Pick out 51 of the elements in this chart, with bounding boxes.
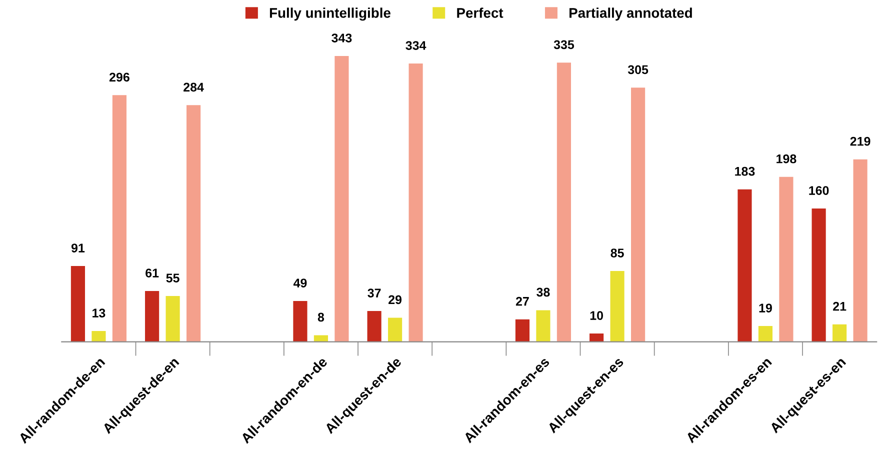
bar [610,271,624,342]
data-label: 160 [809,186,829,195]
bar [388,318,402,342]
legend-label: Perfect [457,8,504,18]
data-label: 29 [388,295,402,304]
data-label: 335 [554,40,574,50]
bar [145,291,160,342]
bar [166,296,180,342]
data-label: 305 [628,65,648,74]
data-label: 38 [536,288,550,297]
bar [112,95,126,342]
data-label: 284 [184,82,204,92]
bar [812,208,826,342]
data-label: 61 [146,268,159,278]
bar [92,331,106,342]
data-label: 21 [833,302,846,311]
bar [758,326,773,342]
data-label: 55 [166,274,180,282]
data-label: 183 [735,166,755,176]
data-label: 343 [332,34,352,42]
data-label: 334 [406,41,426,50]
bar [853,159,868,342]
bar [515,319,530,342]
bar [293,301,308,342]
data-label: 91 [71,244,85,252]
data-label: 8 [318,312,324,322]
data-label: 19 [759,304,772,312]
bar [590,334,604,342]
bar [408,64,423,342]
bar [186,105,201,342]
legend-label: Fully unintelligible [270,8,390,21]
bar [631,88,646,342]
data-label: 27 [516,296,529,306]
data-label: 37 [368,288,381,298]
data-label: 10 [590,311,603,320]
data-label: 13 [92,308,106,318]
data-label: 49 [293,278,307,288]
bar [367,311,382,342]
data-label: 296 [109,72,130,82]
bar [334,56,349,342]
bar [314,335,328,342]
data-label: 198 [776,154,796,164]
bar [556,62,571,342]
bar [832,324,847,342]
bar [738,189,752,342]
bar [536,310,550,342]
data-label: 219 [850,136,870,146]
data-label: 85 [610,248,624,258]
legend-label: Partially annotated [570,8,692,21]
bar [779,176,794,342]
bar [70,266,86,342]
